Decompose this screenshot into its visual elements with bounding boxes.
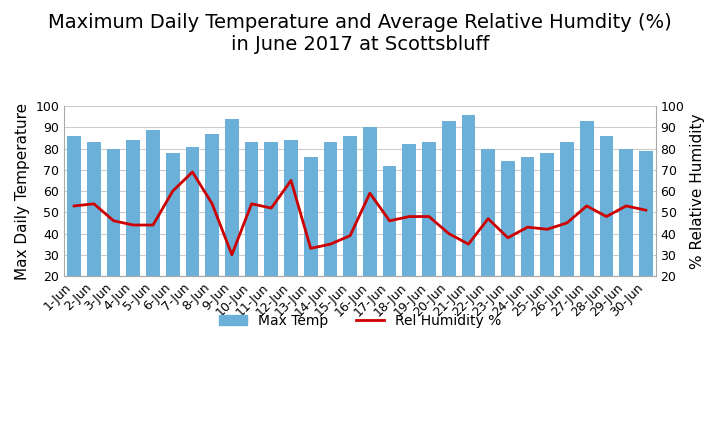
Bar — [422, 142, 436, 318]
Bar — [501, 162, 515, 318]
Bar — [67, 136, 81, 318]
Bar — [245, 142, 258, 318]
Y-axis label: Max Daily Temperature: Max Daily Temperature — [15, 102, 30, 280]
Bar — [343, 136, 357, 318]
Bar — [186, 146, 199, 318]
Bar — [382, 165, 397, 318]
Legend: Max Temp, Rel Humidity %: Max Temp, Rel Humidity % — [213, 308, 507, 334]
Bar — [363, 127, 377, 318]
Bar — [541, 153, 554, 318]
Bar — [264, 142, 278, 318]
Bar — [481, 149, 495, 318]
Bar — [402, 144, 416, 318]
Text: Maximum Daily Temperature and Average Relative Humdity (%)
in June 2017 at Scott: Maximum Daily Temperature and Average Re… — [48, 13, 672, 54]
Bar — [580, 121, 593, 318]
Bar — [462, 115, 475, 318]
Bar — [87, 142, 101, 318]
Bar — [225, 119, 239, 318]
Bar — [205, 134, 219, 318]
Bar — [600, 136, 613, 318]
Bar — [521, 157, 534, 318]
Y-axis label: % Relative Humidity: % Relative Humidity — [690, 113, 705, 269]
Bar — [619, 149, 633, 318]
Bar — [442, 121, 456, 318]
Bar — [323, 142, 338, 318]
Bar — [639, 151, 653, 318]
Bar — [560, 142, 574, 318]
Bar — [127, 140, 140, 318]
Bar — [146, 130, 160, 318]
Bar — [304, 157, 318, 318]
Bar — [166, 153, 179, 318]
Bar — [284, 140, 298, 318]
Bar — [107, 149, 120, 318]
